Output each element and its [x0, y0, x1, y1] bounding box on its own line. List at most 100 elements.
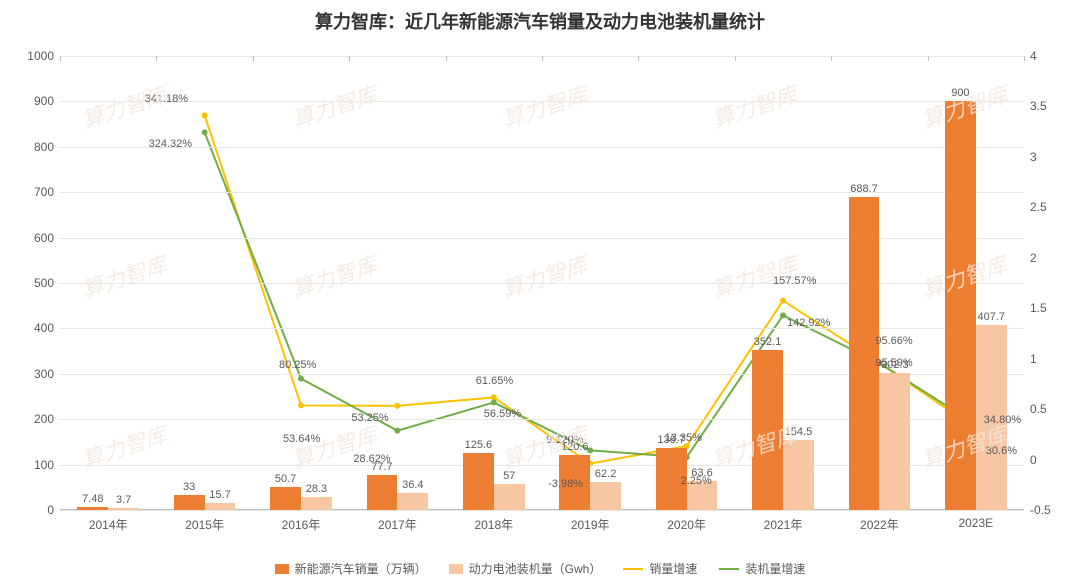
x-tick: 2019年: [571, 510, 610, 533]
bar-value-label: 50.7: [275, 473, 296, 485]
x-axis-tickmark: [156, 56, 157, 61]
line-value-label: 80.25%: [279, 359, 316, 371]
bar: [559, 455, 590, 510]
gridline: [60, 283, 1024, 284]
line-marker: [202, 112, 208, 118]
bar: [174, 495, 205, 510]
line-marker: [780, 312, 786, 318]
legend-item: 销量增速: [623, 560, 697, 577]
bar: [205, 503, 236, 510]
legend-swatch: [719, 568, 739, 570]
y-left-tick: 500: [34, 276, 60, 290]
bar: [945, 101, 976, 510]
line-marker: [298, 402, 304, 408]
bar-value-label: 688.7: [850, 183, 878, 195]
legend-label: 销量增速: [649, 560, 697, 577]
bar-value-label: 36.4: [402, 479, 423, 491]
legend-swatch: [275, 564, 289, 574]
bar: [687, 481, 718, 510]
line-marker: [780, 298, 786, 304]
line-value-label: 53.64%: [283, 433, 320, 445]
line-value-label: 53.25%: [351, 412, 388, 424]
y-right-tick: 2: [1024, 251, 1037, 265]
chart-title: 算力智库：近几年新能源汽车销量及动力电池装机量统计: [0, 8, 1080, 34]
x-axis-tickmark: [446, 56, 447, 61]
bar-value-label: 136.7: [657, 434, 685, 446]
line-marker: [491, 399, 497, 405]
line-marker: [394, 403, 400, 409]
x-axis-tickmark: [60, 56, 61, 61]
x-tick: 2016年: [282, 510, 321, 533]
legend-label: 装机量增速: [745, 560, 805, 577]
bar-value-label: 154.5: [785, 426, 813, 438]
y-left-tick: 300: [34, 367, 60, 381]
bar-value-label: 57: [503, 470, 515, 482]
bar: [849, 197, 880, 510]
x-tick: 2017年: [378, 510, 417, 533]
legend-swatch: [623, 568, 643, 570]
legend-label: 动力电池装机量（Gwh）: [469, 560, 602, 577]
chart-container: 算力智库：近几年新能源汽车销量及动力电池装机量统计 01002003004005…: [0, 0, 1080, 581]
plot-area: 01002003004005006007008009001000-0.500.5…: [60, 56, 1024, 510]
bar-value-label: 352.1: [754, 336, 782, 348]
bar: [463, 453, 494, 510]
bar: [752, 350, 783, 510]
bar-value-label: 3.7: [116, 494, 131, 506]
legend-label: 新能源汽车销量（万辆）: [295, 560, 427, 577]
bar-value-label: 62.2: [595, 468, 616, 480]
x-axis-tickmark: [349, 56, 350, 61]
y-right-tick: 3: [1024, 150, 1037, 164]
x-tick: 2015年: [185, 510, 224, 533]
y-left-tick: 400: [34, 321, 60, 335]
bar-value-label: 302.3: [881, 359, 909, 371]
bar-value-label: 120.6: [561, 441, 589, 453]
bar: [301, 497, 332, 510]
line-marker: [298, 376, 304, 382]
x-axis-tickmark: [928, 56, 929, 61]
bar-value-label: 77.7: [371, 461, 392, 473]
y-left-tick: 100: [34, 458, 60, 472]
bar-value-label: 407.7: [977, 311, 1005, 323]
x-tick: 2023E: [958, 510, 993, 530]
y-right-tick: 2.5: [1024, 200, 1047, 214]
y-right-tick: 4: [1024, 49, 1037, 63]
line-marker: [202, 129, 208, 135]
x-tick: 2020年: [667, 510, 706, 533]
legend: 新能源汽车销量（万辆） 动力电池装机量（Gwh） 销量增速 装机量增速: [0, 560, 1080, 577]
x-tick: 2014年: [89, 510, 128, 533]
x-axis-tickmark: [253, 56, 254, 61]
x-axis-tickmark: [542, 56, 543, 61]
bar: [879, 373, 910, 510]
bar: [270, 487, 301, 510]
gridline: [60, 238, 1024, 239]
line-marker: [394, 428, 400, 434]
bar: [656, 448, 687, 510]
y-left-tick: 900: [34, 94, 60, 108]
y-right-tick: -0.5: [1024, 503, 1051, 517]
bar-value-label: 7.48: [82, 493, 103, 505]
y-left-tick: 0: [47, 503, 60, 517]
x-tick: 2022年: [860, 510, 899, 533]
gridline: [60, 101, 1024, 102]
x-tick: 2018年: [474, 510, 513, 533]
y-left-tick: 200: [34, 412, 60, 426]
y-right-tick: 0.5: [1024, 402, 1047, 416]
y-left-tick: 800: [34, 140, 60, 154]
y-right-tick: 3.5: [1024, 99, 1047, 113]
bar-value-label: 33: [183, 481, 195, 493]
bar: [397, 493, 428, 510]
x-axis-tickmark: [735, 56, 736, 61]
y-left-tick: 1000: [27, 49, 60, 63]
legend-swatch: [449, 564, 463, 574]
line-value-label: 341.18%: [145, 93, 188, 105]
bar-value-label: 28.3: [306, 483, 327, 495]
bar-value-label: 15.7: [209, 489, 230, 501]
gridline: [60, 192, 1024, 193]
legend-item: 装机量增速: [719, 560, 805, 577]
bar-value-label: 125.6: [465, 439, 493, 451]
legend-item: 动力电池装机量（Gwh）: [449, 560, 602, 577]
y-right-tick: 1.5: [1024, 301, 1047, 315]
bar: [783, 440, 814, 510]
x-axis-tickmark: [1024, 56, 1025, 61]
gridline: [60, 147, 1024, 148]
